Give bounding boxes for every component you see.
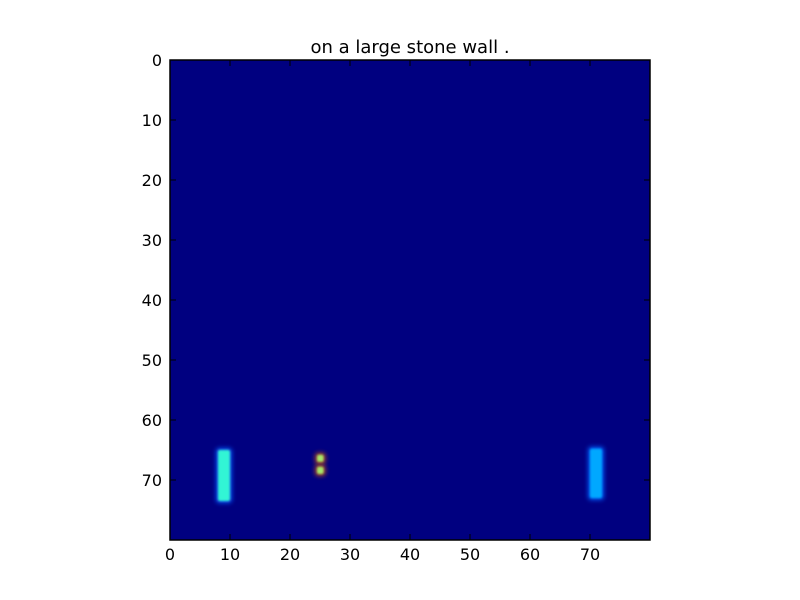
y-tick-label: 40	[142, 291, 162, 310]
chart-title: on a large stone wall .	[310, 37, 509, 58]
x-tick-label: 50	[460, 545, 480, 564]
left-bar	[218, 450, 230, 501]
y-tick-label: 10	[142, 111, 162, 130]
axes: 0 10 20 30 40 50 60 70 0 10 20 30 40 50 60 70	[142, 51, 651, 564]
x-tick-label: 70	[580, 545, 600, 564]
x-tick-label: 40	[400, 545, 420, 564]
center-dot-top	[317, 454, 324, 462]
x-tick-label: 30	[340, 545, 360, 564]
x-tick-label: 10	[220, 545, 240, 564]
x-tick-label: 60	[520, 545, 540, 564]
right-bar	[590, 448, 602, 498]
plot-area	[170, 60, 650, 540]
y-tick-label: 30	[142, 231, 162, 250]
y-tick-label: 20	[142, 171, 162, 190]
y-tick-label: 50	[142, 351, 162, 370]
y-tick-label: 70	[142, 471, 162, 490]
heatmap-background	[170, 60, 650, 540]
x-tick-label: 0	[165, 545, 175, 564]
y-tick-label: 0	[152, 51, 162, 70]
y-tick-label: 60	[142, 411, 162, 430]
x-tick-label: 20	[280, 545, 300, 564]
center-dot-bottom	[317, 466, 324, 474]
